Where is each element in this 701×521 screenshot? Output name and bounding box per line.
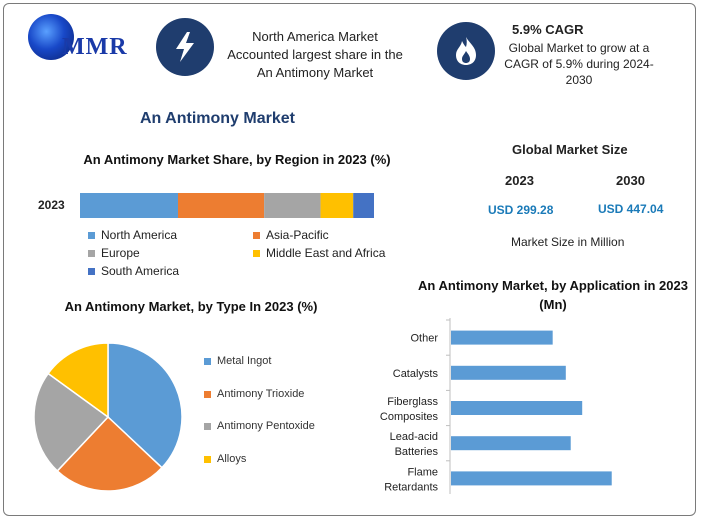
market-size-title: Global Market Size xyxy=(512,142,628,157)
cagr-description: Global Market to grow at a CAGR of 5.9% … xyxy=(504,41,654,87)
legend-item-south-america: South America xyxy=(88,264,179,278)
page-title: An Antimony Market xyxy=(140,110,295,127)
application-bar-0 xyxy=(451,330,553,345)
market-size-year-start: 2023 xyxy=(505,173,534,188)
market-size-unit-note: Market Size in Million xyxy=(511,235,625,249)
pie-slice-1 xyxy=(56,415,164,492)
region-stacked-bar xyxy=(80,193,374,218)
flame-icon xyxy=(437,22,495,80)
market-size-value-end: USD 447.04 xyxy=(598,202,664,216)
legend-label: Alloys xyxy=(217,453,247,465)
globe-logo-icon xyxy=(28,14,74,60)
legend-item-alloys: Alloys xyxy=(204,453,246,465)
region-bar-segment-0 xyxy=(80,193,178,218)
legend-item-antimony-trioxide: Antimony Trioxide xyxy=(204,388,304,400)
region-share-text: North America Market Accounted largest s… xyxy=(227,29,403,80)
legend-swatch xyxy=(253,231,260,239)
legend-swatch xyxy=(88,249,95,257)
market-size-value-start: USD 299.28 xyxy=(488,203,554,217)
legend-label: Antimony Pentoxide xyxy=(217,420,315,432)
type-pie-chart xyxy=(33,342,183,492)
legend-swatch xyxy=(253,249,260,257)
legend-swatch xyxy=(204,357,211,365)
legend-swatch xyxy=(88,231,95,239)
legend-swatch xyxy=(88,267,95,275)
legend-item-metal-ingot: Metal Ingot xyxy=(204,355,271,367)
region-chart-year-label: 2023 xyxy=(38,198,65,212)
legend-item-antimony-pentoxide: Antimony Pentoxide xyxy=(204,420,315,432)
application-bar-2 xyxy=(451,401,583,415)
pie-slice-2 xyxy=(33,372,110,473)
legend-label: South America xyxy=(101,264,180,278)
legend-item-asia-pacific: Asia-Pacific xyxy=(253,228,329,242)
cagr-title: 5.9% CAGR xyxy=(512,22,584,37)
application-bar-4 xyxy=(451,471,612,486)
legend-label: Antimony Trioxide xyxy=(217,388,305,400)
category-label: Other xyxy=(410,333,438,345)
legend-label: Metal Ingot xyxy=(217,355,272,367)
category-label: Flame Retardants xyxy=(384,466,438,493)
legend-label: Europe xyxy=(101,246,140,260)
application-bar-chart: Other Catalysts Fiberglass Composites Lead-a… xyxy=(380,318,612,494)
logo-text: MMR xyxy=(62,34,128,60)
region-bar-segment-1 xyxy=(178,193,265,218)
type-chart-title: An Antimony Market, by Type In 2023 (%) xyxy=(64,299,318,314)
region-chart-title: An Antimony Market Share, by Region in 2… xyxy=(83,152,391,167)
market-size-year-end: 2030 xyxy=(616,173,645,188)
legend-label: Middle East and Africa xyxy=(266,246,386,260)
application-bar-3 xyxy=(451,436,571,451)
legend-swatch xyxy=(204,390,211,398)
region-bar-segment-2 xyxy=(264,193,321,218)
region-bar-segment-4 xyxy=(353,193,374,218)
category-label: Fiberglass Composites xyxy=(380,396,439,423)
legend-label: North America xyxy=(101,228,178,242)
legend-item-europe: Europe xyxy=(88,246,140,260)
category-label: Catalysts xyxy=(393,368,439,380)
legend-item-north-america: North America xyxy=(88,228,177,242)
legend-label: Asia-Pacific xyxy=(266,228,329,242)
legend-swatch xyxy=(204,455,211,463)
region-bar-segment-3 xyxy=(320,193,354,218)
lightning-icon xyxy=(156,18,214,76)
application-chart-title: An Antimony Market, by Application in 20… xyxy=(418,278,688,312)
legend-swatch xyxy=(204,422,211,430)
pie-slice-3 xyxy=(47,342,109,419)
category-label: Lead-acid Batteries xyxy=(390,431,439,458)
pie-slice-0 xyxy=(107,342,183,469)
legend-item-middle-east-africa: Middle East and Africa xyxy=(253,246,385,260)
application-bar-1 xyxy=(451,365,566,380)
